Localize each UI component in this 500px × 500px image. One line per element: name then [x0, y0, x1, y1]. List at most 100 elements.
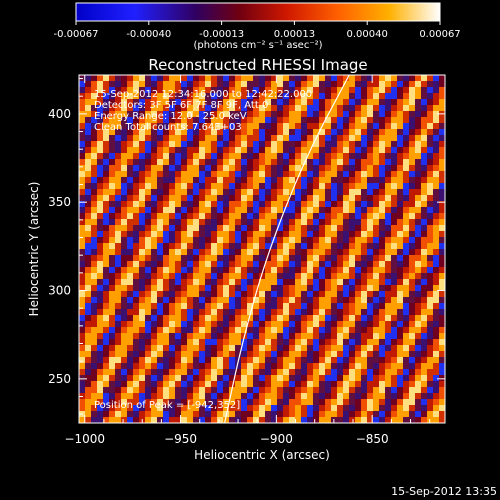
- image-pixel: [415, 405, 421, 411]
- image-pixel: [439, 321, 445, 327]
- chart-title: Reconstructed RHESSI Image: [148, 56, 367, 74]
- image-pixel: [325, 393, 331, 399]
- image-pixel: [337, 231, 343, 237]
- image-pixel: [199, 231, 205, 237]
- image-pixel: [409, 417, 415, 423]
- image-pixel: [397, 141, 403, 147]
- image-pixel: [391, 201, 397, 207]
- image-pixel: [235, 75, 241, 81]
- image-pixel: [397, 75, 403, 81]
- image-pixel: [103, 177, 109, 183]
- image-pixel: [91, 375, 97, 381]
- image-pixel: [277, 207, 283, 213]
- image-pixel: [337, 183, 343, 189]
- image-pixel: [127, 279, 133, 285]
- image-pixel: [85, 333, 91, 339]
- image-pixel: [211, 99, 217, 105]
- image-pixel: [433, 231, 439, 237]
- image-pixel: [133, 393, 139, 399]
- image-pixel: [385, 273, 391, 279]
- image-pixel: [301, 351, 307, 357]
- image-pixel: [241, 231, 247, 237]
- image-pixel: [331, 195, 337, 201]
- image-pixel: [349, 141, 355, 147]
- image-pixel: [247, 105, 253, 111]
- image-pixel: [349, 111, 355, 117]
- image-pixel: [109, 255, 115, 261]
- image-pixel: [337, 321, 343, 327]
- image-pixel: [175, 201, 181, 207]
- image-pixel: [361, 357, 367, 363]
- image-pixel: [307, 81, 313, 87]
- image-pixel: [307, 303, 313, 309]
- image-pixel: [145, 279, 151, 285]
- image-pixel: [343, 237, 349, 243]
- image-pixel: [427, 339, 433, 345]
- image-pixel: [139, 189, 145, 195]
- image-pixel: [343, 255, 349, 261]
- image-pixel: [109, 417, 115, 423]
- image-pixel: [301, 195, 307, 201]
- image-pixel: [337, 159, 343, 165]
- image-pixel: [127, 405, 133, 411]
- image-pixel: [193, 381, 199, 387]
- image-pixel: [361, 375, 367, 381]
- image-pixel: [97, 81, 103, 87]
- image-pixel: [379, 201, 385, 207]
- image-pixel: [295, 387, 301, 393]
- image-pixel: [199, 411, 205, 417]
- image-pixel: [133, 375, 139, 381]
- image-pixel: [295, 285, 301, 291]
- image-pixel: [265, 213, 271, 219]
- image-pixel: [427, 291, 433, 297]
- image-pixel: [343, 141, 349, 147]
- image-pixel: [193, 315, 199, 321]
- image-pixel: [259, 159, 265, 165]
- image-pixel: [307, 243, 313, 249]
- image-pixel: [121, 411, 127, 417]
- image-pixel: [139, 399, 145, 405]
- image-pixel: [403, 159, 409, 165]
- image-pixel: [205, 201, 211, 207]
- image-pixel: [373, 267, 379, 273]
- x-tick-label: −900: [260, 432, 293, 446]
- image-pixel: [319, 375, 325, 381]
- image-pixel: [175, 231, 181, 237]
- y-tick-label: 250: [48, 372, 71, 386]
- image-pixel: [247, 255, 253, 261]
- image-pixel: [277, 129, 283, 135]
- image-pixel: [265, 255, 271, 261]
- image-pixel: [175, 381, 181, 387]
- image-pixel: [355, 117, 361, 123]
- image-pixel: [397, 393, 403, 399]
- image-pixel: [439, 237, 445, 243]
- image-pixel: [385, 183, 391, 189]
- image-pixel: [373, 159, 379, 165]
- image-pixel: [343, 177, 349, 183]
- image-pixel: [139, 291, 145, 297]
- image-pixel: [391, 105, 397, 111]
- image-pixel: [91, 321, 97, 327]
- image-pixel: [307, 393, 313, 399]
- image-pixel: [439, 417, 445, 423]
- image-pixel: [373, 285, 379, 291]
- image-pixel: [319, 135, 325, 141]
- image-pixel: [229, 81, 235, 87]
- image-pixel: [415, 81, 421, 87]
- image-pixel: [355, 285, 361, 291]
- image-pixel: [205, 99, 211, 105]
- image-pixel: [277, 135, 283, 141]
- image-pixel: [265, 309, 271, 315]
- image-pixel: [175, 417, 181, 423]
- image-pixel: [289, 165, 295, 171]
- image-pixel: [97, 273, 103, 279]
- image-pixel: [247, 129, 253, 135]
- image-pixel: [199, 333, 205, 339]
- image-pixel: [415, 243, 421, 249]
- image-pixel: [121, 309, 127, 315]
- image-pixel: [121, 117, 127, 123]
- image-pixel: [409, 117, 415, 123]
- image-pixel: [193, 147, 199, 153]
- image-pixel: [433, 159, 439, 165]
- image-pixel: [307, 255, 313, 261]
